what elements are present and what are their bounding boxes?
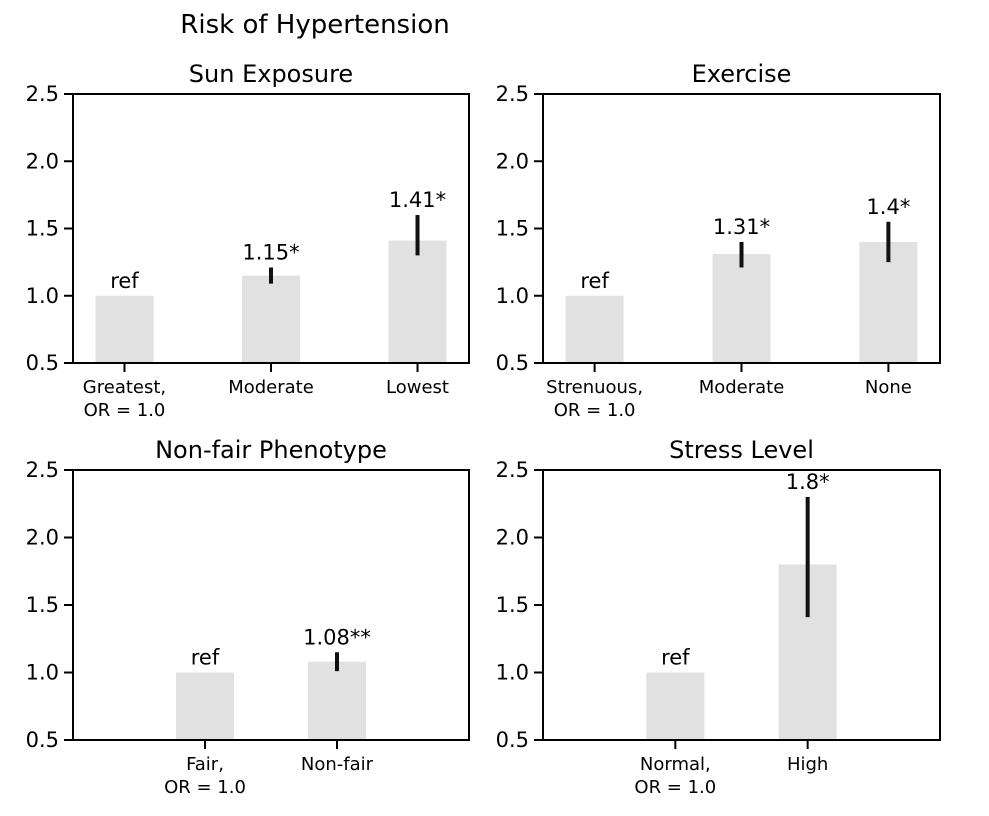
- bar-value-label: 1.08**: [303, 625, 371, 649]
- bar: [308, 661, 366, 740]
- y-tick-label: 2.5: [26, 82, 59, 106]
- bar: [646, 672, 705, 740]
- x-tick-label: Greatest, OR = 1.0: [83, 377, 166, 421]
- bar: [242, 275, 300, 363]
- bar-value-label: 1.41*: [389, 188, 446, 212]
- subplot-title: Stress Level: [669, 436, 814, 464]
- bar-value-label: ref: [580, 269, 609, 293]
- y-tick-label: 2.5: [496, 82, 529, 106]
- y-tick-label: 2.0: [496, 526, 529, 550]
- bar: [712, 254, 771, 363]
- y-tick-label: 2.0: [496, 149, 529, 173]
- y-tick-label: 0.5: [496, 351, 529, 375]
- axis-spine: [72, 469, 470, 741]
- subplot-title: Exercise: [692, 60, 792, 88]
- y-tick-label: 1.0: [26, 661, 59, 685]
- y-tick-label: 1.5: [26, 593, 59, 617]
- bar-value-label: 1.15*: [242, 241, 299, 265]
- bar-value-label: 1.4*: [866, 195, 910, 219]
- subplot-sun-exposure: 0.5 1.0 1.5 2.0 2.5 Greatest, OR = 1.0 Moderate…: [26, 60, 470, 421]
- y-tick-label: 1.5: [26, 217, 59, 241]
- x-tick-label: Strenuous, OR = 1.0: [546, 377, 643, 421]
- y-tick-label: 1.0: [496, 661, 529, 685]
- y-tick-label: 1.0: [26, 284, 59, 308]
- y-tick-label: 2.0: [26, 149, 59, 173]
- subplot-non-fair-phenotype: 0.5 1.0 1.5 2.0 2.5 Fair, OR = 1.0 Non-fair ref 1…: [26, 436, 470, 798]
- bar: [176, 672, 234, 740]
- bar-value-label: ref: [661, 646, 690, 670]
- axis-spine: [542, 469, 941, 741]
- x-tick-label: Non-fair: [301, 754, 374, 775]
- bar: [388, 240, 447, 363]
- x-tick-label: Moderate: [228, 377, 314, 398]
- y-tick-label: 0.5: [26, 728, 59, 752]
- y-tick-label: 0.5: [26, 351, 59, 375]
- x-tick-label: High: [787, 754, 828, 775]
- x-tick-label: None: [865, 377, 912, 398]
- y-tick-label: 1.5: [496, 217, 529, 241]
- x-tick-label: Moderate: [699, 377, 785, 398]
- y-tick-label: 2.5: [496, 458, 529, 482]
- subplot-stress-level: 0.5 1.0 1.5 2.0 2.5 Normal, OR = 1.0 High ref 1.8…: [496, 436, 941, 798]
- y-tick-label: 0.5: [496, 728, 529, 752]
- y-tick-label: 2.5: [26, 458, 59, 482]
- subplot-exercise: 0.5 1.0 1.5 2.0 2.5 Strenuous, OR = 1.0 Moderat…: [496, 60, 941, 421]
- bar-value-label: 1.31*: [713, 215, 770, 239]
- y-tick-label: 1.5: [496, 593, 529, 617]
- subplot-title: Sun Exposure: [189, 60, 353, 88]
- bar-value-label: ref: [191, 646, 220, 670]
- bar-value-label: 1.8*: [786, 470, 830, 494]
- subplot-title: Non-fair Phenotype: [155, 436, 387, 464]
- bar: [95, 295, 154, 363]
- y-tick-label: 2.0: [26, 526, 59, 550]
- bar-value-label: ref: [110, 269, 139, 293]
- x-tick-label: Fair, OR = 1.0: [164, 754, 246, 798]
- bar: [565, 295, 624, 363]
- y-tick-label: 1.0: [496, 284, 529, 308]
- figure-title: Risk of Hypertension: [180, 10, 450, 40]
- x-tick-label: Normal, OR = 1.0: [634, 754, 716, 798]
- x-tick-label: Lowest: [386, 377, 449, 398]
